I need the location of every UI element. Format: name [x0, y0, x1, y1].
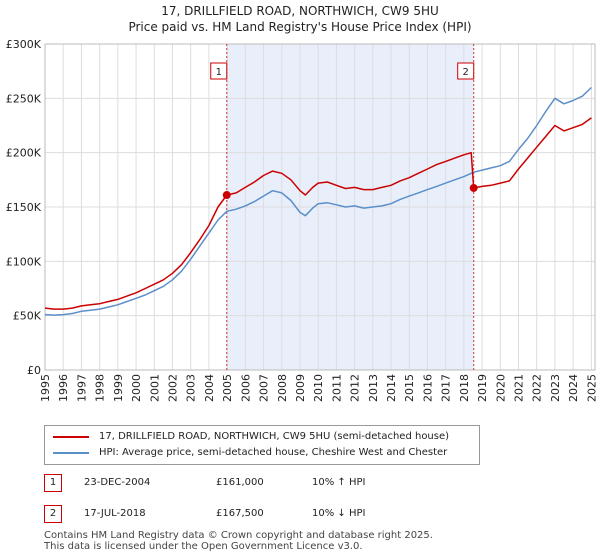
- x-tick-label: 2003: [185, 374, 198, 402]
- legend-swatch-property: [53, 436, 89, 438]
- transaction-hpi: 10% ↓ HPI: [312, 508, 366, 519]
- x-tick-label: 2000: [130, 374, 143, 402]
- x-tick-label: 2013: [367, 374, 380, 402]
- x-tick-label: 1998: [94, 374, 107, 402]
- legend-label-property: 17, DRILLFIELD ROAD, NORTHWICH, CW9 5HU …: [99, 431, 450, 442]
- legend-swatch-hpi: [53, 452, 89, 454]
- x-tick-label: 2021: [513, 374, 526, 402]
- x-tick-label: 2019: [476, 374, 489, 402]
- y-tick-label: £300K: [6, 38, 42, 51]
- hpi-line: [44, 86, 592, 316]
- x-tick-label: 2024: [567, 374, 580, 402]
- x-tick-label: 2022: [531, 374, 544, 402]
- chart-title: 17, DRILLFIELD ROAD, NORTHWICH, CW9 5HU: [161, 4, 439, 18]
- sale-label: 2: [463, 67, 469, 78]
- transaction-date: 17-JUL-2018: [84, 508, 146, 519]
- sale-point: [469, 183, 478, 192]
- x-tick-label: 2004: [203, 374, 216, 402]
- chart-legend: 17, DRILLFIELD ROAD, NORTHWICH, CW9 5HU …: [44, 425, 480, 465]
- x-tick-label: 2011: [330, 374, 343, 402]
- y-tick-label: £200K: [6, 147, 42, 160]
- sale-label-box: [457, 62, 475, 80]
- x-tick-label: 2016: [421, 374, 434, 402]
- x-tick-label: 2002: [166, 374, 179, 402]
- y-tick-label: £50K: [13, 310, 42, 323]
- x-tick-label: 2020: [494, 374, 507, 402]
- plot-border: [44, 43, 596, 371]
- footer: Contains HM Land Registry data © Crown c…: [44, 530, 433, 552]
- sale-label-box: [210, 62, 228, 80]
- y-tick-label: £150K: [6, 201, 42, 214]
- x-tick-label: 1997: [75, 374, 88, 402]
- sale-point: [222, 191, 231, 200]
- transaction-hpi: 10% ↑ HPI: [312, 477, 366, 488]
- y-tick-label: £100K: [6, 255, 42, 268]
- x-tick-label: 2025: [585, 374, 598, 402]
- x-tick-label: 2001: [148, 374, 161, 402]
- transaction-badge: 1: [44, 474, 62, 492]
- x-tick-label: 2014: [385, 374, 398, 402]
- footer-line-2: This data is licensed under the Open Gov…: [44, 541, 363, 552]
- y-tick-label: £0: [27, 364, 41, 377]
- transaction-price: £161,000: [216, 477, 264, 488]
- x-tick-label: 2023: [549, 374, 562, 402]
- transaction-badge: 2: [44, 505, 62, 523]
- x-tick-label: 2017: [440, 374, 453, 402]
- x-tick-label: 2018: [458, 374, 471, 402]
- x-tick-label: 2007: [258, 374, 271, 402]
- x-tick-label: 2008: [276, 374, 289, 402]
- chart-subtitle: Price paid vs. HM Land Registry's House …: [128, 20, 472, 34]
- x-tick-label: 1996: [57, 374, 70, 402]
- price-chart: £0 £50K £100K £150K £200K £250K £300K 1995 1996 1…: [6, 38, 599, 402]
- transaction-price: £167,500: [216, 508, 264, 519]
- y-tick-label: £250K: [6, 92, 42, 105]
- sale-label: 1: [216, 67, 222, 78]
- x-tick-label: 2009: [294, 374, 307, 402]
- property-price-line: [44, 117, 592, 310]
- x-tick-label: 2010: [312, 374, 325, 402]
- x-tick-label: 1999: [112, 374, 125, 402]
- x-tick-label: 2006: [239, 374, 252, 402]
- x-tick-label: 2015: [403, 374, 416, 402]
- footer-line-1: Contains HM Land Registry data © Crown c…: [44, 530, 433, 541]
- transaction-date: 23-DEC-2004: [84, 477, 151, 488]
- legend-label-hpi: HPI: Average price, semi-detached house,…: [99, 447, 448, 458]
- x-tick-label: 2012: [349, 374, 362, 402]
- x-tick-label: 2005: [221, 374, 234, 402]
- x-tick-label: 1995: [39, 374, 52, 402]
